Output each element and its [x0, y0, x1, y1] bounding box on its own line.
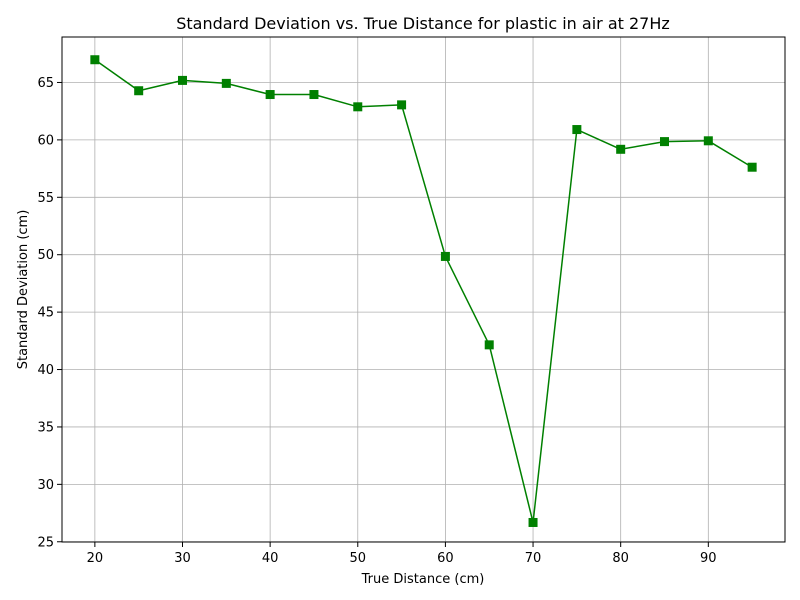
- data-point-marker: [572, 125, 582, 135]
- x-tick-label: 50: [349, 551, 366, 566]
- plot-area: [61, 36, 786, 543]
- y-tick-label: 65: [37, 76, 54, 91]
- data-point-marker: [265, 90, 275, 100]
- x-tick-label: 90: [700, 551, 717, 566]
- data-point-marker: [90, 55, 100, 65]
- y-axis-label: Standard Deviation (cm): [16, 210, 31, 370]
- data-point-marker: [221, 78, 231, 88]
- y-tick-label: 35: [37, 420, 54, 435]
- y-tick-label: 30: [37, 478, 54, 493]
- grid: [62, 37, 785, 543]
- y-tick-label: 60: [37, 133, 54, 148]
- x-tick-label: 80: [612, 551, 629, 566]
- y-tick-label: 55: [37, 191, 54, 206]
- data-point-marker: [616, 144, 626, 154]
- x-axis: 20 30 40 50 60 70 80 90: [87, 542, 717, 566]
- series-line: [94, 59, 753, 524]
- data-point-marker: [134, 86, 144, 96]
- data-point-marker: [178, 75, 187, 85]
- data-point-marker: [703, 136, 713, 146]
- y-tick-label: 25: [37, 535, 54, 550]
- y-tick-label: 40: [37, 363, 54, 378]
- data-point-marker: [440, 251, 450, 261]
- x-tick-label: 20: [87, 551, 104, 566]
- chart-title: Standard Deviation vs. True Distance for…: [176, 14, 670, 33]
- x-tick-label: 30: [174, 551, 191, 566]
- data-point-marker: [528, 517, 538, 527]
- x-tick-label: 60: [437, 551, 454, 566]
- x-axis-label: True Distance (cm): [361, 572, 485, 587]
- data-point-marker: [747, 162, 757, 172]
- series-group: [90, 55, 757, 527]
- data-point-marker: [484, 340, 494, 350]
- y-tick-label: 45: [37, 306, 54, 321]
- y-tick-label: 50: [37, 248, 54, 263]
- data-point-marker: [660, 137, 669, 147]
- x-tick-label: 70: [525, 551, 542, 566]
- data-point-marker: [309, 90, 319, 100]
- data-point-marker: [397, 100, 407, 110]
- data-point-marker: [353, 102, 363, 112]
- x-tick-label: 40: [262, 551, 279, 566]
- y-axis: 25 30 35 40 45 50 55 60 65: [37, 76, 62, 550]
